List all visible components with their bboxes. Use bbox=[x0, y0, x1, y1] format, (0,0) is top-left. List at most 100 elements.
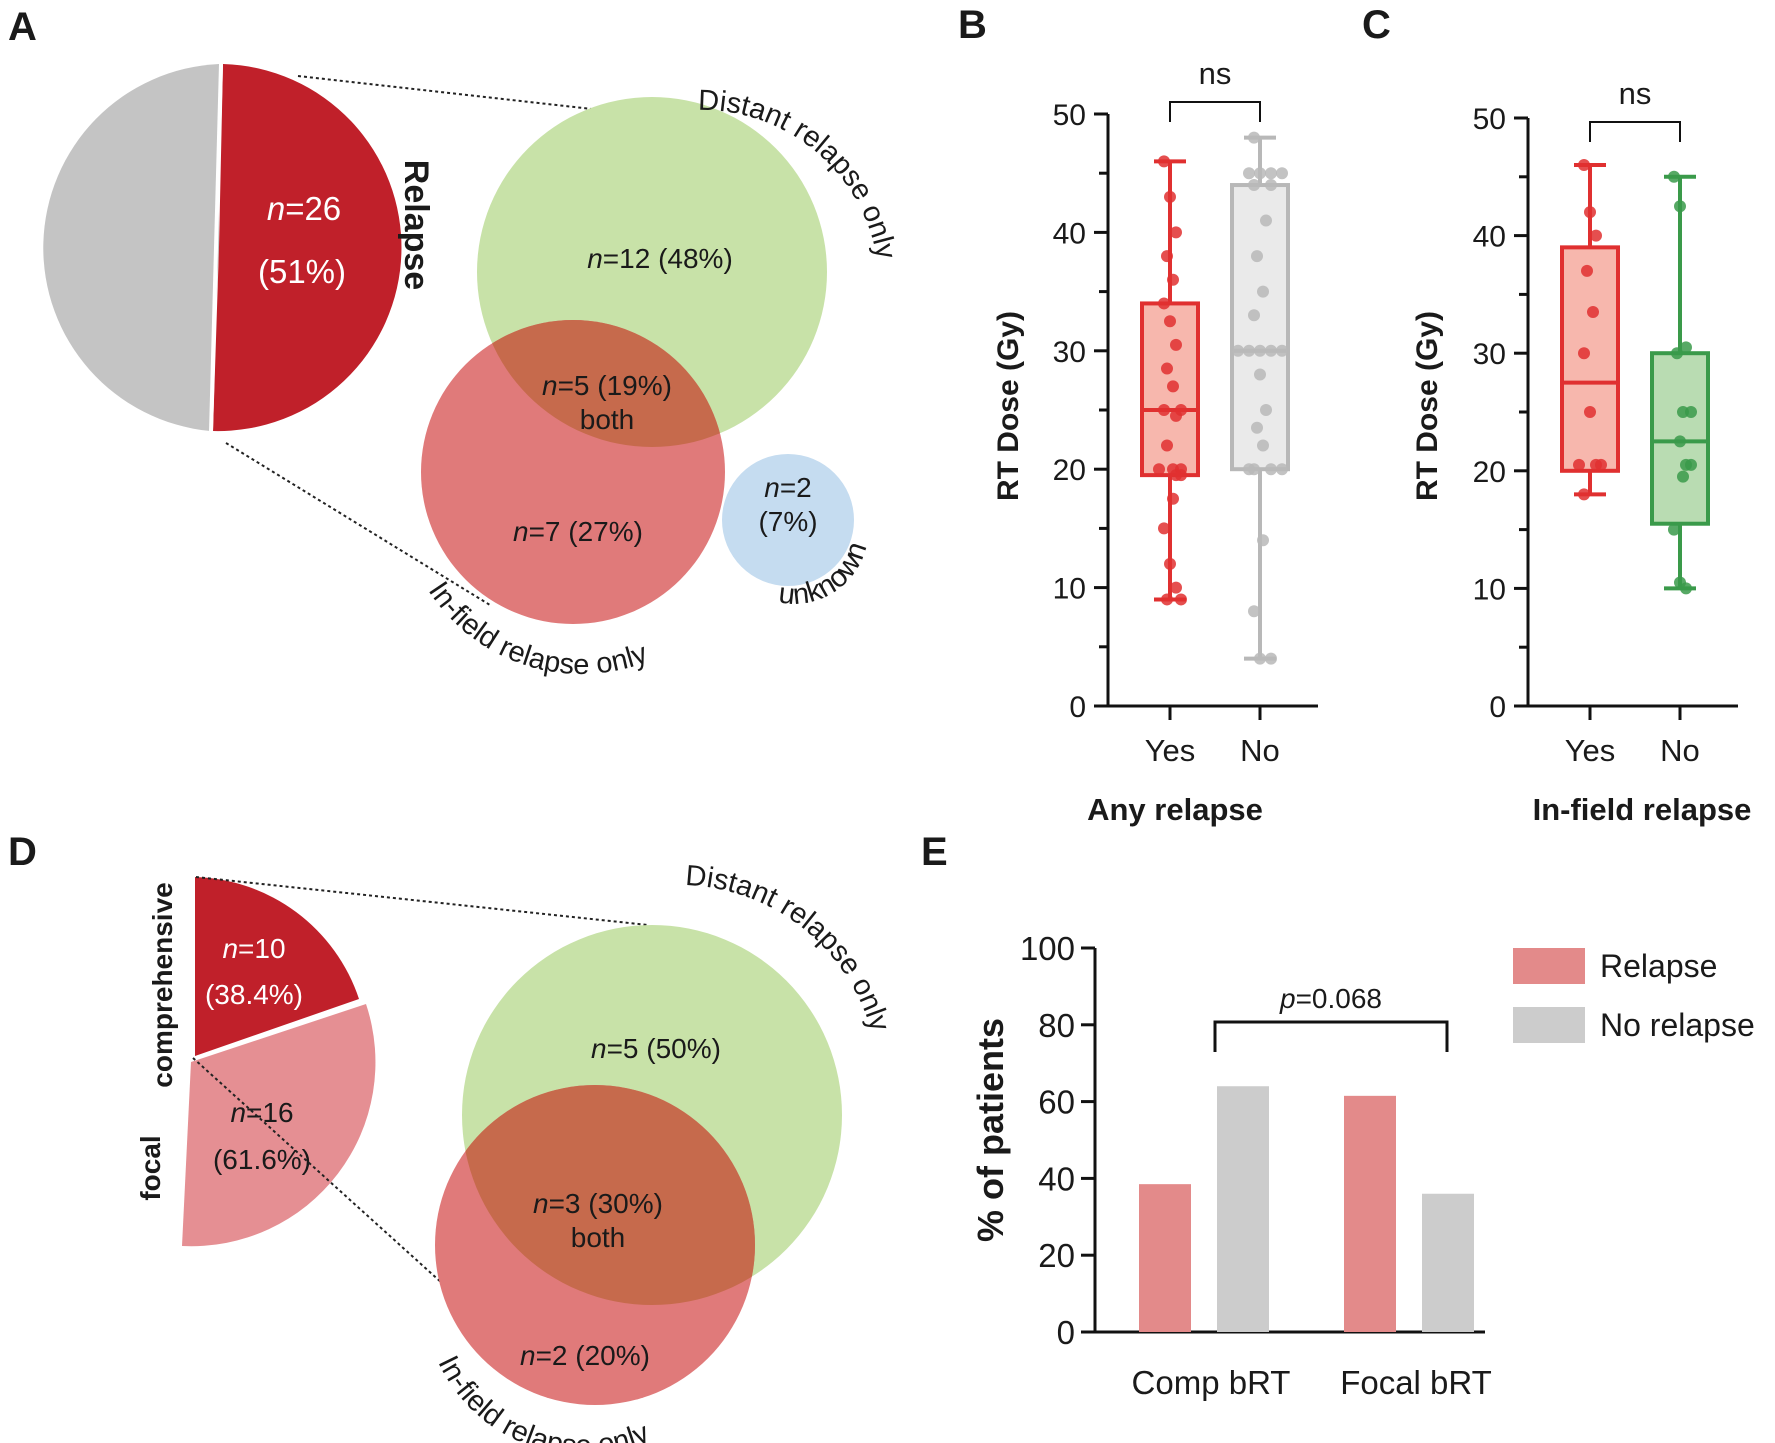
panel-c-point bbox=[1674, 435, 1686, 448]
panel-e-xtick-label: Comp bRT bbox=[1132, 1364, 1291, 1401]
venn-both-sub-d: both bbox=[571, 1222, 626, 1253]
panel-b: 0 10 20 30 40 50 Yes No ns bbox=[1053, 56, 1318, 768]
panel-b-point bbox=[1153, 463, 1165, 476]
panel-b-point bbox=[1170, 226, 1182, 239]
panel-b-point bbox=[1265, 167, 1277, 180]
panel-e-ytick-label: 80 bbox=[1038, 1007, 1075, 1044]
panel-b-point bbox=[1254, 344, 1266, 357]
panel-c-ytick-label: 40 bbox=[1473, 221, 1506, 254]
panel-b-point bbox=[1161, 362, 1173, 375]
panel-e-xtick-label: Focal bRT bbox=[1340, 1364, 1492, 1401]
panel-e-ytick-label: 0 bbox=[1057, 1314, 1075, 1351]
venn-unknown-circle bbox=[722, 454, 854, 586]
comprehensive-label: comprehensive bbox=[147, 882, 178, 1087]
panel-b-xtick-label: Yes bbox=[1145, 733, 1196, 768]
panel-b-point bbox=[1257, 439, 1269, 452]
panel-b-point bbox=[1260, 404, 1272, 416]
panel-b-point bbox=[1167, 492, 1179, 505]
panel-c-point bbox=[1578, 488, 1590, 501]
panel-b-point bbox=[1232, 344, 1244, 357]
panel-c-xtick-label: No bbox=[1660, 733, 1700, 768]
panel-b-point bbox=[1161, 250, 1173, 263]
panel-c-point bbox=[1595, 458, 1607, 471]
panel-b-point bbox=[1257, 285, 1269, 298]
panel-e-ylabel: % of patients bbox=[970, 1018, 1011, 1242]
panel-b-point bbox=[1254, 652, 1266, 665]
panel-c-point bbox=[1674, 200, 1686, 213]
panel-c-ytick-label: 10 bbox=[1473, 573, 1506, 606]
panel-e-ytick-label: 60 bbox=[1038, 1084, 1075, 1121]
panel-b-point bbox=[1167, 273, 1179, 286]
panel-b-point bbox=[1248, 131, 1260, 144]
panel-c-point bbox=[1677, 470, 1689, 483]
panel-b-point bbox=[1265, 463, 1277, 476]
panel-b-ytick-label: 40 bbox=[1053, 217, 1086, 250]
panel-c-ytick-label: 20 bbox=[1473, 456, 1506, 489]
panel-b-point bbox=[1248, 605, 1260, 618]
legend-swatch-no-relapse bbox=[1513, 1007, 1585, 1043]
panel-e-bar-no-relapse bbox=[1422, 1193, 1474, 1332]
panel-c-ytick-label: 0 bbox=[1489, 691, 1506, 724]
panel-b-point bbox=[1265, 179, 1277, 192]
legend-swatch-relapse bbox=[1513, 948, 1585, 984]
panel-e: 0 20 40 60 80 100 Comp bRT Focal bRT p=0.068 bbox=[1020, 930, 1492, 1401]
panel-b-point bbox=[1276, 167, 1288, 180]
panel-b-sig-label: ns bbox=[1199, 56, 1232, 91]
panel-b-point bbox=[1164, 557, 1176, 570]
panel-b-ytick-label: 0 bbox=[1069, 691, 1086, 724]
pie-slice-no-relapse bbox=[43, 64, 220, 431]
relapse-percent-label: (51%) bbox=[258, 253, 346, 290]
panel-b-ylabel: RT Dose (Gy) bbox=[992, 311, 1025, 501]
zoom-line-bottom bbox=[225, 442, 491, 606]
panel-c-point bbox=[1671, 347, 1683, 360]
panel-a: n=26 (51%) Relapse n=12 (48%) n=5 (19%) … bbox=[43, 63, 902, 681]
panel-b-point bbox=[1251, 250, 1263, 263]
panel-b-point bbox=[1260, 214, 1272, 227]
panel-b-point bbox=[1254, 167, 1266, 180]
panel-b-point bbox=[1158, 404, 1170, 416]
panel-b-ytick-label: 50 bbox=[1053, 99, 1086, 132]
panel-label-b: B bbox=[958, 3, 987, 47]
panel-c-point bbox=[1578, 347, 1590, 360]
panel-c-xtick-label: Yes bbox=[1565, 733, 1616, 768]
venn-infield-value-d: n=2 (20%) bbox=[520, 1340, 650, 1371]
panel-e-legend: Relapse No relapse bbox=[1513, 948, 1755, 1043]
focal-label: focal bbox=[135, 1135, 166, 1200]
panel-b-point bbox=[1248, 179, 1260, 192]
focal-count: n=16 bbox=[230, 1097, 293, 1128]
panel-e-sig-bracket bbox=[1213, 1020, 1449, 1052]
panel-b-point bbox=[1170, 338, 1182, 351]
panel-c-box bbox=[1560, 245, 1620, 473]
panel-b-point bbox=[1248, 309, 1260, 322]
panel-c-point bbox=[1573, 458, 1585, 471]
panel-e-bar-relapse bbox=[1344, 1095, 1396, 1332]
panel-label-e: E bbox=[921, 830, 948, 874]
panel-b-point bbox=[1276, 344, 1288, 357]
panel-b-point bbox=[1276, 463, 1288, 476]
panel-e-sig-label: p=0.068 bbox=[1279, 983, 1382, 1014]
panel-b-point bbox=[1167, 380, 1179, 393]
panel-b-point bbox=[1243, 344, 1255, 357]
panel-b-point bbox=[1170, 409, 1182, 422]
panel-c-point bbox=[1587, 306, 1599, 319]
panel-c-point bbox=[1680, 341, 1692, 354]
panel-b-ytick-label: 10 bbox=[1053, 573, 1086, 606]
panel-b-point bbox=[1175, 593, 1187, 606]
panel-b-point bbox=[1265, 652, 1277, 665]
legend-label-relapse: Relapse bbox=[1600, 948, 1717, 984]
panel-b-point bbox=[1161, 439, 1173, 452]
venn-both-sub: both bbox=[580, 404, 635, 435]
panel-b-point bbox=[1175, 469, 1187, 482]
legend-label-no-relapse: No relapse bbox=[1600, 1007, 1755, 1043]
venn-infield-value: n=7 (27%) bbox=[513, 516, 643, 547]
venn-overlap-fill-d bbox=[462, 1085, 755, 1305]
venn-distant-value-d: n=5 (50%) bbox=[591, 1033, 721, 1064]
venn-distant-value: n=12 (48%) bbox=[587, 243, 733, 274]
panel-c-point bbox=[1685, 406, 1697, 418]
panel-b-point bbox=[1164, 190, 1176, 203]
panel-e-ytick-label: 40 bbox=[1038, 1160, 1075, 1197]
pie-divider bbox=[209, 63, 223, 433]
panel-c: 0 10 20 30 40 50 Yes No ns bbox=[1473, 76, 1738, 768]
zoom-line-top-d bbox=[195, 876, 649, 926]
panel-b-point bbox=[1265, 344, 1277, 357]
